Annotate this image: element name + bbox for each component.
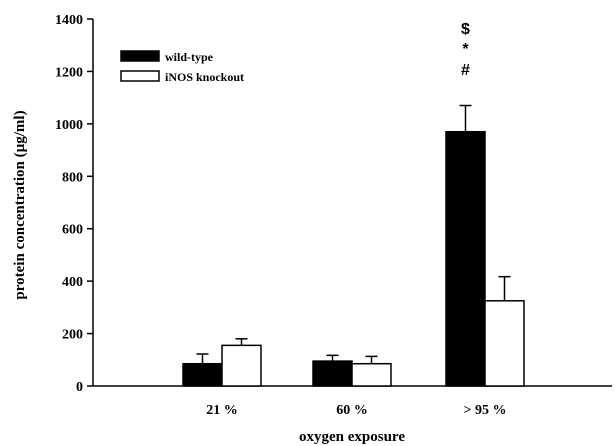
- significance-mark: *: [462, 41, 469, 58]
- y-tick-label: 1000: [55, 118, 83, 133]
- x-tick-label: 21 %: [206, 403, 238, 418]
- y-tick-label: 600: [62, 223, 83, 238]
- y-axis-label: protein concentration (µg/ml): [12, 110, 28, 299]
- y-tick-label: 400: [62, 275, 83, 290]
- legend-label: wild-type: [165, 50, 214, 64]
- legend-swatch-wild-type: [120, 50, 160, 62]
- y-tick-label: 800: [62, 170, 83, 185]
- legend-swatch-inos-knockout: [120, 70, 160, 82]
- chart-axes: 0 200 400 600 800 1000 1200 1400 21 % 60 % > 95 %: [55, 13, 612, 418]
- y-tick-label: 1400: [55, 13, 83, 28]
- x-tick-label: > 95 %: [464, 403, 507, 418]
- bar-inos-knockout: [351, 362, 392, 387]
- y-tick-label: 0: [76, 380, 83, 395]
- significance-marks: $ * #: [461, 21, 470, 79]
- bar-inos-knockout: [221, 344, 262, 387]
- bar-wild-type: [445, 130, 486, 387]
- bar-wild-type: [182, 362, 223, 387]
- chart-bars: [182, 104, 525, 387]
- legend-label: iNOS knockout: [165, 70, 244, 84]
- bar-inos-knockout: [484, 300, 525, 387]
- bar-wild-type: [312, 360, 353, 387]
- x-axis-label: oxygen exposure: [299, 429, 405, 445]
- significance-mark: $: [461, 21, 470, 38]
- x-tick-label: 60 %: [336, 403, 368, 418]
- significance-mark: #: [461, 62, 470, 79]
- y-tick-label: 200: [62, 328, 83, 343]
- chart-legend: wild-type iNOS knockout: [120, 50, 244, 84]
- y-tick-label: 1200: [55, 65, 83, 80]
